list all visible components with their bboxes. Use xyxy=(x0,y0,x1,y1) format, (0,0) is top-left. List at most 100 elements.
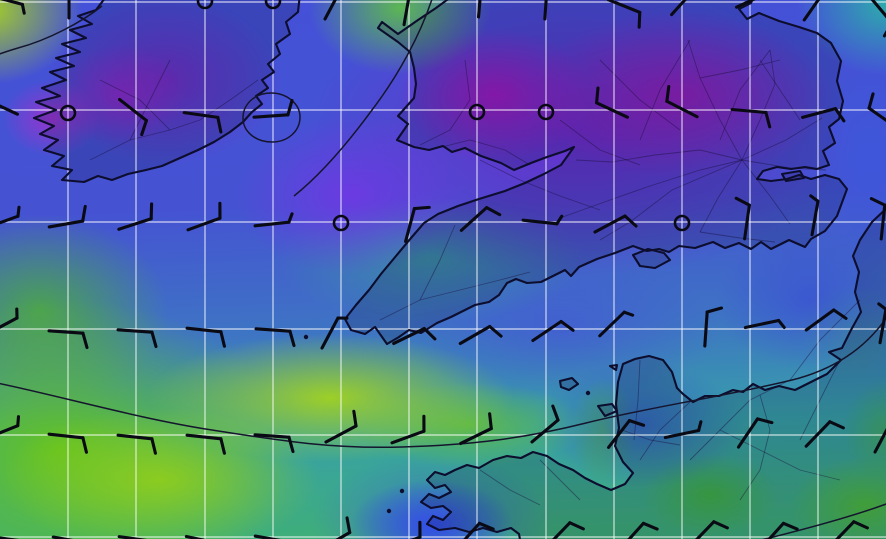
coastline-alderney xyxy=(608,363,619,372)
barb-flag xyxy=(595,86,600,105)
barb-flag xyxy=(477,521,495,531)
barb-shaft xyxy=(595,101,629,119)
wind-barb xyxy=(47,204,87,229)
barb-shaft xyxy=(868,0,886,25)
barb-shaft xyxy=(0,98,19,116)
barb-shaft xyxy=(530,418,560,444)
barb-flag xyxy=(485,206,502,217)
road xyxy=(575,149,743,163)
wind-barb xyxy=(0,0,26,15)
road xyxy=(621,429,681,446)
barb-shaft xyxy=(735,0,769,9)
wind-barb xyxy=(118,97,148,137)
landmass-ireland xyxy=(34,0,300,182)
wind-barb xyxy=(759,521,799,539)
barb-shaft xyxy=(476,0,484,19)
road xyxy=(741,49,776,161)
landmass-jersey xyxy=(598,404,617,416)
calm-station-circle xyxy=(537,103,555,121)
barb-flag xyxy=(15,307,19,320)
barb-shaft xyxy=(0,0,24,6)
barb-flag xyxy=(781,521,799,531)
wind-barb xyxy=(185,326,226,348)
barb-shaft xyxy=(252,113,290,119)
coastline-sheppey xyxy=(780,169,806,183)
isobar xyxy=(0,5,103,55)
barb-flag xyxy=(627,419,646,427)
barb-shaft xyxy=(318,530,352,539)
barb-shaft xyxy=(0,536,34,539)
barb-flag xyxy=(623,214,638,228)
barb-shaft xyxy=(598,310,626,338)
calm-station-circle xyxy=(59,104,77,122)
barb-shaft xyxy=(390,429,426,445)
wind-barb xyxy=(734,196,751,241)
road xyxy=(699,159,743,233)
wind-barb xyxy=(253,433,295,454)
wind-barb xyxy=(598,310,635,338)
barb-flag xyxy=(81,436,88,454)
wind-barb xyxy=(801,107,846,123)
coastline-isle-of-wight xyxy=(631,247,672,270)
barb-flag xyxy=(852,520,869,530)
barb-shaft xyxy=(802,0,826,22)
barb-flag xyxy=(637,10,642,29)
barb-shaft xyxy=(531,319,563,343)
barb-flag xyxy=(809,194,820,203)
barb-shaft xyxy=(253,433,291,439)
wind-barb xyxy=(0,415,21,440)
barb-flag xyxy=(568,521,585,531)
road xyxy=(429,139,531,166)
barb-shaft xyxy=(458,324,492,346)
wind-barb xyxy=(184,534,222,539)
wind-barb xyxy=(868,0,886,38)
barb-shaft xyxy=(455,521,481,539)
barb-flag xyxy=(150,437,157,455)
calm-station-circle xyxy=(673,214,691,232)
road xyxy=(689,379,791,461)
wind-barb xyxy=(323,0,343,21)
road xyxy=(99,79,171,131)
wind-barb xyxy=(186,201,222,232)
road xyxy=(559,159,743,219)
barb-shaft xyxy=(47,432,85,440)
road xyxy=(559,119,641,166)
barb-flag xyxy=(288,329,296,348)
barb-shaft xyxy=(117,217,153,231)
road xyxy=(129,59,171,141)
barb-shaft xyxy=(253,220,291,228)
barb-flag xyxy=(869,197,886,207)
wind-barb xyxy=(688,520,729,539)
barb-flag xyxy=(287,435,295,454)
barb-shaft xyxy=(743,318,781,330)
wind-barb xyxy=(402,0,412,27)
barb-flag xyxy=(777,318,786,330)
barb-shaft xyxy=(51,535,89,539)
wind-barb xyxy=(252,98,294,119)
barb-flag xyxy=(622,310,635,317)
road xyxy=(719,49,771,141)
barb-shaft xyxy=(688,520,716,539)
wind-barb xyxy=(0,536,34,539)
wind-barb xyxy=(531,319,575,343)
road xyxy=(699,59,781,79)
barb-shaft xyxy=(619,521,645,539)
barb-flag xyxy=(488,412,493,431)
wind-barb xyxy=(459,206,502,232)
wind-barb xyxy=(665,84,699,119)
barb-flag xyxy=(734,196,751,207)
barb-flag xyxy=(418,520,422,539)
wind-barb xyxy=(543,0,549,21)
barb-shaft xyxy=(521,218,559,226)
wind-barb xyxy=(0,307,19,336)
barb-shaft xyxy=(867,106,886,130)
barb-shaft xyxy=(703,310,709,348)
landmass-france xyxy=(421,208,886,539)
barb-shaft xyxy=(0,316,19,336)
barb-flag xyxy=(665,84,671,103)
islet xyxy=(386,508,392,514)
barb-flag xyxy=(867,92,875,110)
road xyxy=(687,39,743,161)
road xyxy=(699,231,776,243)
